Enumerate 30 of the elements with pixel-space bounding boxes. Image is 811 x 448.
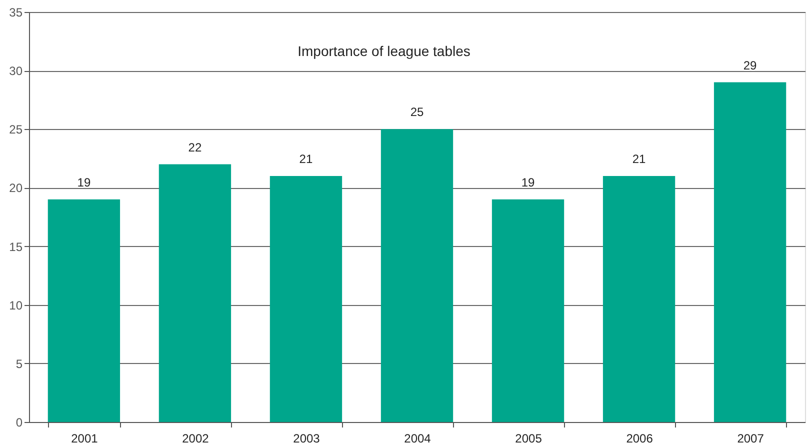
y-tick-label: 30 — [9, 64, 23, 78]
bar — [270, 176, 342, 422]
x-tick-label: 2001 — [71, 432, 98, 446]
data-label: 25 — [410, 105, 424, 120]
y-tick-label: 10 — [9, 298, 23, 312]
data-label: 22 — [188, 140, 202, 154]
y-tick-label: 5 — [16, 356, 23, 371]
y-tick-label: 25 — [9, 122, 23, 137]
bar — [602, 176, 676, 422]
data-label: 19 — [521, 175, 536, 190]
x-tick-label: 2006 — [626, 432, 654, 446]
data-label: 29 — [743, 58, 758, 72]
data-label: 21 — [632, 152, 646, 166]
bar — [492, 199, 564, 422]
bar — [158, 164, 232, 422]
bar — [380, 129, 454, 422]
y-tick-label: 20 — [9, 181, 23, 196]
x-tick-label: 2002 — [182, 432, 210, 446]
data-label: 19 — [77, 175, 91, 190]
x-tick-label: 2007 — [737, 432, 764, 446]
x-tick-label: 2004 — [404, 432, 432, 446]
y-tick-label: 0 — [16, 416, 23, 430]
text: Importance of league tables — [298, 43, 470, 59]
data-label: 21 — [299, 152, 313, 166]
bar — [714, 82, 786, 422]
bar — [48, 199, 120, 422]
x-tick-label: 2003 — [293, 432, 320, 446]
y-tick-label: 15 — [9, 240, 23, 254]
x-tick-label: 2005 — [515, 432, 542, 446]
y-tick-label: 35 — [9, 6, 23, 20]
